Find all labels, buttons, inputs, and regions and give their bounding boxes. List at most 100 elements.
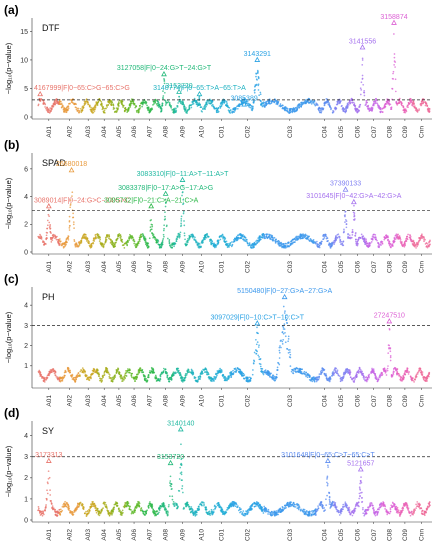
x-tick-label: C07 [371,395,378,407]
significant-snp-marker [281,293,288,300]
x-tick-label: A09 [180,529,187,541]
x-tick-label: C09 [402,395,409,407]
x-tick-label: A02 [67,529,74,541]
x-tick-label: A05 [116,261,123,273]
x-tick-label: C04 [321,529,328,541]
significant-snp-label: 3095732|F|0−21:C>A−21:C>A [104,197,199,204]
snp-cloud [37,33,431,114]
x-tick-label: Cnn [418,529,425,541]
x-tick-label: A08 [163,395,170,407]
x-tick-label: A09 [180,261,187,273]
y-tick-label: 4 [24,194,28,201]
manhattan-panel-ph: (c) PH −log₁₀(p−value) 1 2 3 4 A01 A02 A03 A04 A05 A… [4,272,432,407]
x-tick-label: A06 [131,395,138,407]
x-tick-label: A07 [147,261,154,273]
x-tick-label: C02 [244,261,251,273]
y-tick-label: 4 [24,303,28,310]
snp-cloud [37,443,431,517]
significant-snp-marker [325,457,331,463]
significant-snp-label: 3089014|F|0−24:G>C−24:G>C [34,197,130,204]
panel-letter: (c) [4,272,19,286]
x-tick-label: A08 [163,529,170,541]
x-tick-label: A04 [101,261,108,273]
x-tick-label: C08 [386,529,393,541]
significant-snp-marker [196,90,203,97]
x-tick-label: A04 [101,529,108,541]
significant-snp-marker [162,190,169,196]
x-tick-label: C07 [371,126,378,138]
x-tick-label: A10 [199,395,206,407]
x-tick-label: A05 [116,126,123,138]
significant-snp-marker [176,88,182,94]
y-axis-label: −log₁₀(p−value) [4,177,13,229]
y-tick-label: 5 [24,86,28,93]
significant-snp-label: 27247510 [374,312,405,319]
x-tick-label: A02 [67,261,74,273]
x-tick-label: C09 [402,126,409,138]
significant-snp-marker [179,176,186,182]
significant-snp-label: 26680018 [56,161,87,168]
y-tick-label: 3 [24,454,28,461]
x-tick-label: C03 [287,529,294,541]
trait-label: SY [42,426,54,436]
x-tick-label: A02 [67,126,74,138]
snp-cloud [37,305,431,383]
y-axis-label: −log₁₀(p−value) [4,42,13,94]
x-tick-label: C02 [244,529,251,541]
x-tick-label: C09 [402,529,409,541]
significant-snp-label: 3158874 [380,14,407,21]
x-tick-label: Cnn [418,126,425,138]
trait-label: SPAD [42,158,66,168]
y-tick-label: 1 [24,363,28,370]
significant-snp-label: 37390133 [330,181,361,188]
x-tick-label: A06 [131,529,138,541]
x-tick-label: A09 [180,126,187,138]
x-tick-label: A02 [67,395,74,407]
x-tick-label: A10 [199,529,206,541]
x-tick-label: A09 [180,395,187,407]
y-tick-label: 0 [24,517,28,524]
significant-snp-label: 3153720 [165,83,192,90]
x-tick-label: Cnn [418,395,425,407]
significant-snp-marker [37,90,44,97]
significant-snp-marker [359,44,366,50]
x-tick-label: C06 [354,395,361,407]
significant-snp-label: 3140774|F|0−65:T>A−65:T>A [153,85,246,92]
x-tick-label: C03 [287,261,294,273]
significant-snp-label: 3097029|F|0−10:C>T−10:C>T [211,314,305,321]
significant-snp-label: 3153720 [157,454,184,461]
x-tick-label: C01 [218,126,225,138]
x-tick-label: Cnn [418,261,425,273]
x-tick-label: C01 [218,395,225,407]
x-tick-label: A08 [163,261,170,273]
significant-snp-label: 3085389 [230,95,257,102]
significant-snp-label: 3083310|F|0−11:A>T−11:A>T [137,171,229,178]
x-tick-label: C08 [386,395,393,407]
significant-snp-label: 3101645|F|0−42:G>A−42:G>A [306,193,401,200]
manhattan-panel-dtf: (a) DTF −log₁₀(p−value) 0 5 10 15 A01 A02 A03 A04 A… [4,3,432,138]
trait-label: PH [42,292,55,302]
x-tick-label: C06 [354,529,361,541]
significant-snp-label: 3101648|F|0−65:C>T−65:C>T [281,452,375,459]
x-tick-label: C07 [371,529,378,541]
y-tick-label: 10 [20,57,28,64]
significant-snp-label: 3173313 [35,452,62,459]
x-tick-label: C04 [321,395,328,407]
significant-snp-label: 5150480|F|0−27:G>A−27:G>A [237,288,332,295]
panel-letter: (d) [4,406,19,420]
trait-label: DTF [42,23,60,33]
x-tick-label: C02 [244,395,251,407]
significant-snp-label: 5121657 [347,460,374,467]
snp-cloud [37,185,431,249]
y-tick-label: 0 [24,114,28,121]
x-tick-label: A08 [163,126,170,138]
x-tick-label: C08 [386,126,393,138]
x-tick-label: C01 [218,261,225,273]
x-tick-label: C01 [218,529,225,541]
x-tick-label: C04 [321,126,328,138]
x-tick-label: A01 [46,395,53,407]
x-tick-label: A06 [131,261,138,273]
significant-snp-marker [241,101,248,107]
significant-snp-marker [254,56,261,62]
